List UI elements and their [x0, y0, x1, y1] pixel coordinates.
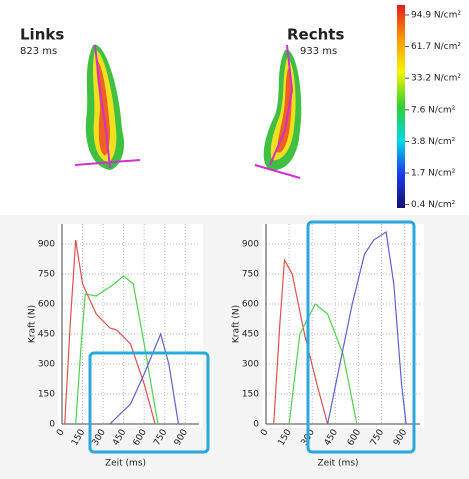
x-tick-label: 750	[369, 428, 386, 448]
x-tick-label: 600	[346, 428, 363, 448]
color-scale	[397, 5, 405, 208]
legend-label: 3.8 N/cm²	[411, 137, 456, 147]
highlight-box	[88, 351, 210, 454]
y-tick-label: 900	[38, 240, 55, 250]
x-tick-label: 900	[392, 428, 409, 448]
y-tick-label: 150	[242, 390, 259, 400]
right-footprint	[254, 44, 302, 179]
legend-label: 33.2 N/cm²	[411, 74, 461, 84]
duration: 933 ms	[300, 46, 337, 57]
x-tick-label: 0	[259, 428, 271, 438]
force-line	[288, 303, 358, 425]
x-tick-label: 450	[323, 428, 340, 448]
x-tick-label: 150	[277, 428, 294, 448]
legend-label: 0.4 N/cm²	[411, 200, 456, 210]
duration: 823 ms	[20, 46, 57, 57]
plot-area	[262, 224, 424, 428]
y-tick-label: 900	[242, 240, 259, 250]
force-line	[75, 275, 159, 425]
y-tick-label: 750	[38, 270, 55, 280]
legend-label: 94.9 N/cm²	[411, 11, 461, 21]
x-axis-label: Zeit (ms)	[105, 459, 146, 469]
y-axis-label: Kraft (N)	[28, 305, 38, 343]
x-tick-label: 150	[70, 428, 87, 448]
y-tick-label: 750	[242, 270, 259, 280]
legend-label: 1.7 N/cm²	[411, 169, 456, 179]
x-tick-label: 300	[91, 428, 108, 448]
force-line	[273, 257, 329, 425]
y-tick-label: 600	[38, 300, 55, 310]
x-tick-label: 600	[132, 428, 149, 448]
x-axis-label: Zeit (ms)	[317, 459, 358, 469]
force-line	[327, 230, 407, 425]
side-label: Rechts	[287, 26, 344, 44]
legend-label: 61.7 N/cm²	[411, 42, 461, 52]
legend: 94.9 N/cm² 61.7 N/cm² 33.2 N/cm² 7.6 N/cm² 3…	[405, 11, 461, 210]
plot-area	[58, 224, 203, 428]
y-tick-label: 0	[49, 420, 55, 430]
y-tick-label: 0	[253, 420, 259, 430]
y-tick-label: 300	[242, 360, 259, 370]
x-tick-label: 900	[173, 428, 190, 448]
y-tick-label: 150	[38, 390, 55, 400]
y-axis-label: Kraft (N)	[232, 305, 242, 343]
x-tick-label: 750	[152, 428, 169, 448]
side-label: Links	[20, 26, 64, 44]
left-footprint	[74, 44, 141, 170]
x-tick-label: 0	[55, 428, 67, 438]
highlight-box	[306, 220, 416, 454]
top-panel	[0, 0, 469, 215]
x-tick-label: 450	[111, 428, 128, 448]
y-tick-label: 450	[38, 330, 55, 340]
y-tick-label: 600	[242, 300, 259, 310]
legend-label: 7.6 N/cm²	[411, 105, 456, 115]
force-line	[64, 239, 156, 425]
y-tick-label: 450	[242, 330, 259, 340]
y-tick-label: 300	[38, 360, 55, 370]
